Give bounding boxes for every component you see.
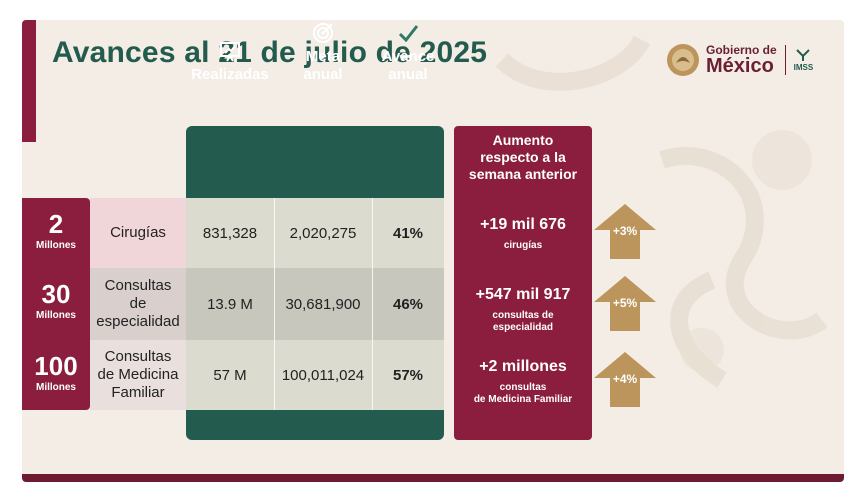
left-accent-band — [22, 20, 36, 142]
increase-label: consultas de Medicina Familiar — [473, 382, 573, 405]
increase-header: Aumento respecto a la semana anterior — [468, 132, 578, 182]
unit-box — [22, 198, 90, 410]
increase-value: +2 millones — [479, 358, 567, 375]
unit-scale: Millones — [35, 240, 76, 251]
unit-label-row-3: 100 Millones — [22, 352, 90, 393]
column-divider — [372, 198, 373, 410]
increase-item-2: +547 mil 917 consultas de especialidad — [454, 286, 592, 334]
unit-number: 100 — [34, 351, 78, 381]
column-divider — [274, 198, 275, 410]
eagle-seal-icon — [667, 44, 699, 76]
table-row: Consultas de Medicina Familiar 57 M 100,… — [90, 340, 444, 410]
column-label: Realizadas — [191, 66, 269, 83]
increase-percent: +3% — [612, 224, 638, 238]
unit-number: 30 — [41, 279, 71, 309]
bottom-accent-band — [22, 474, 844, 482]
column-header-realizadas: Realizadas — [186, 20, 274, 92]
gobierno-logo: Gobierno de México — [706, 44, 777, 76]
up-arrow-row-3: +4% — [592, 350, 658, 408]
increase-percent: +5% — [612, 296, 638, 310]
row-category: Cirugías — [90, 198, 186, 268]
meta-value: 100,011,024 — [281, 366, 365, 384]
increase-label: consultas de especialidad — [492, 310, 554, 333]
unit-scale: Millones — [35, 310, 76, 321]
logo-area: Gobierno de México IMSS — [666, 40, 813, 80]
avance-value: 57% — [392, 366, 424, 384]
meta-value: 30,681,900 — [285, 295, 361, 313]
imss-emblem-icon — [796, 49, 811, 61]
up-arrow-row-1: +3% — [592, 202, 658, 260]
unit-label-row-2: 30 Millones — [22, 280, 90, 321]
increase-percent: +4% — [612, 372, 638, 386]
gobierno-line2: México — [706, 55, 774, 77]
imss-label: IMSS — [793, 63, 814, 72]
logo-divider — [784, 45, 786, 75]
column-header-avance: Avance anual — [372, 20, 444, 92]
presentation-chart-icon — [220, 42, 240, 62]
increase-value: +547 mil 917 — [475, 286, 571, 303]
increase-item-1: +19 mil 676 cirugías — [454, 216, 592, 252]
imss-logo: IMSS — [793, 48, 814, 72]
up-arrow-icon — [594, 276, 656, 331]
meta-value: 2,020,275 — [289, 224, 357, 242]
unit-scale: Millones — [35, 382, 76, 393]
gobierno-line1: Gobierno de — [706, 43, 777, 57]
checkmark-icon — [398, 25, 419, 43]
avance-value: 46% — [392, 295, 424, 313]
increase-value: +19 mil 676 — [480, 216, 566, 233]
page-title: Avances al 21 de julio de 2025 — [52, 36, 488, 69]
increase-item-3: +2 millones consultas de Medicina Famili… — [454, 358, 592, 406]
column-label: Meta anual — [303, 48, 343, 83]
row-category: Consultas de Medicina Familiar — [90, 340, 186, 410]
target-icon — [313, 23, 333, 43]
increase-label: cirugías — [503, 240, 543, 251]
column-header-meta: Meta anual — [274, 20, 372, 92]
increase-panel: Aumento respecto a la semana anterior +1… — [454, 126, 592, 440]
realizadas-value: 57 M — [213, 366, 247, 384]
realizadas-value: 831,328 — [202, 224, 258, 242]
up-arrow-icon — [594, 204, 656, 259]
table-row: Consultas de especialidad 13.9 M 30,681,… — [90, 268, 444, 340]
unit-label-row-1: 2 Millones — [22, 210, 90, 251]
table-row: Cirugías 831,328 2,020,275 41% — [90, 198, 444, 268]
slide: Avances al 21 de julio de 2025 Gobierno … — [22, 20, 844, 482]
avance-value: 41% — [392, 224, 424, 242]
unit-number: 2 — [48, 209, 64, 239]
up-arrow-row-2: +5% — [592, 274, 658, 332]
realizadas-value: 13.9 M — [207, 295, 253, 313]
column-label: Avance anual — [381, 48, 435, 83]
row-category: Consultas de especialidad — [90, 268, 186, 340]
up-arrow-icon — [594, 352, 656, 407]
